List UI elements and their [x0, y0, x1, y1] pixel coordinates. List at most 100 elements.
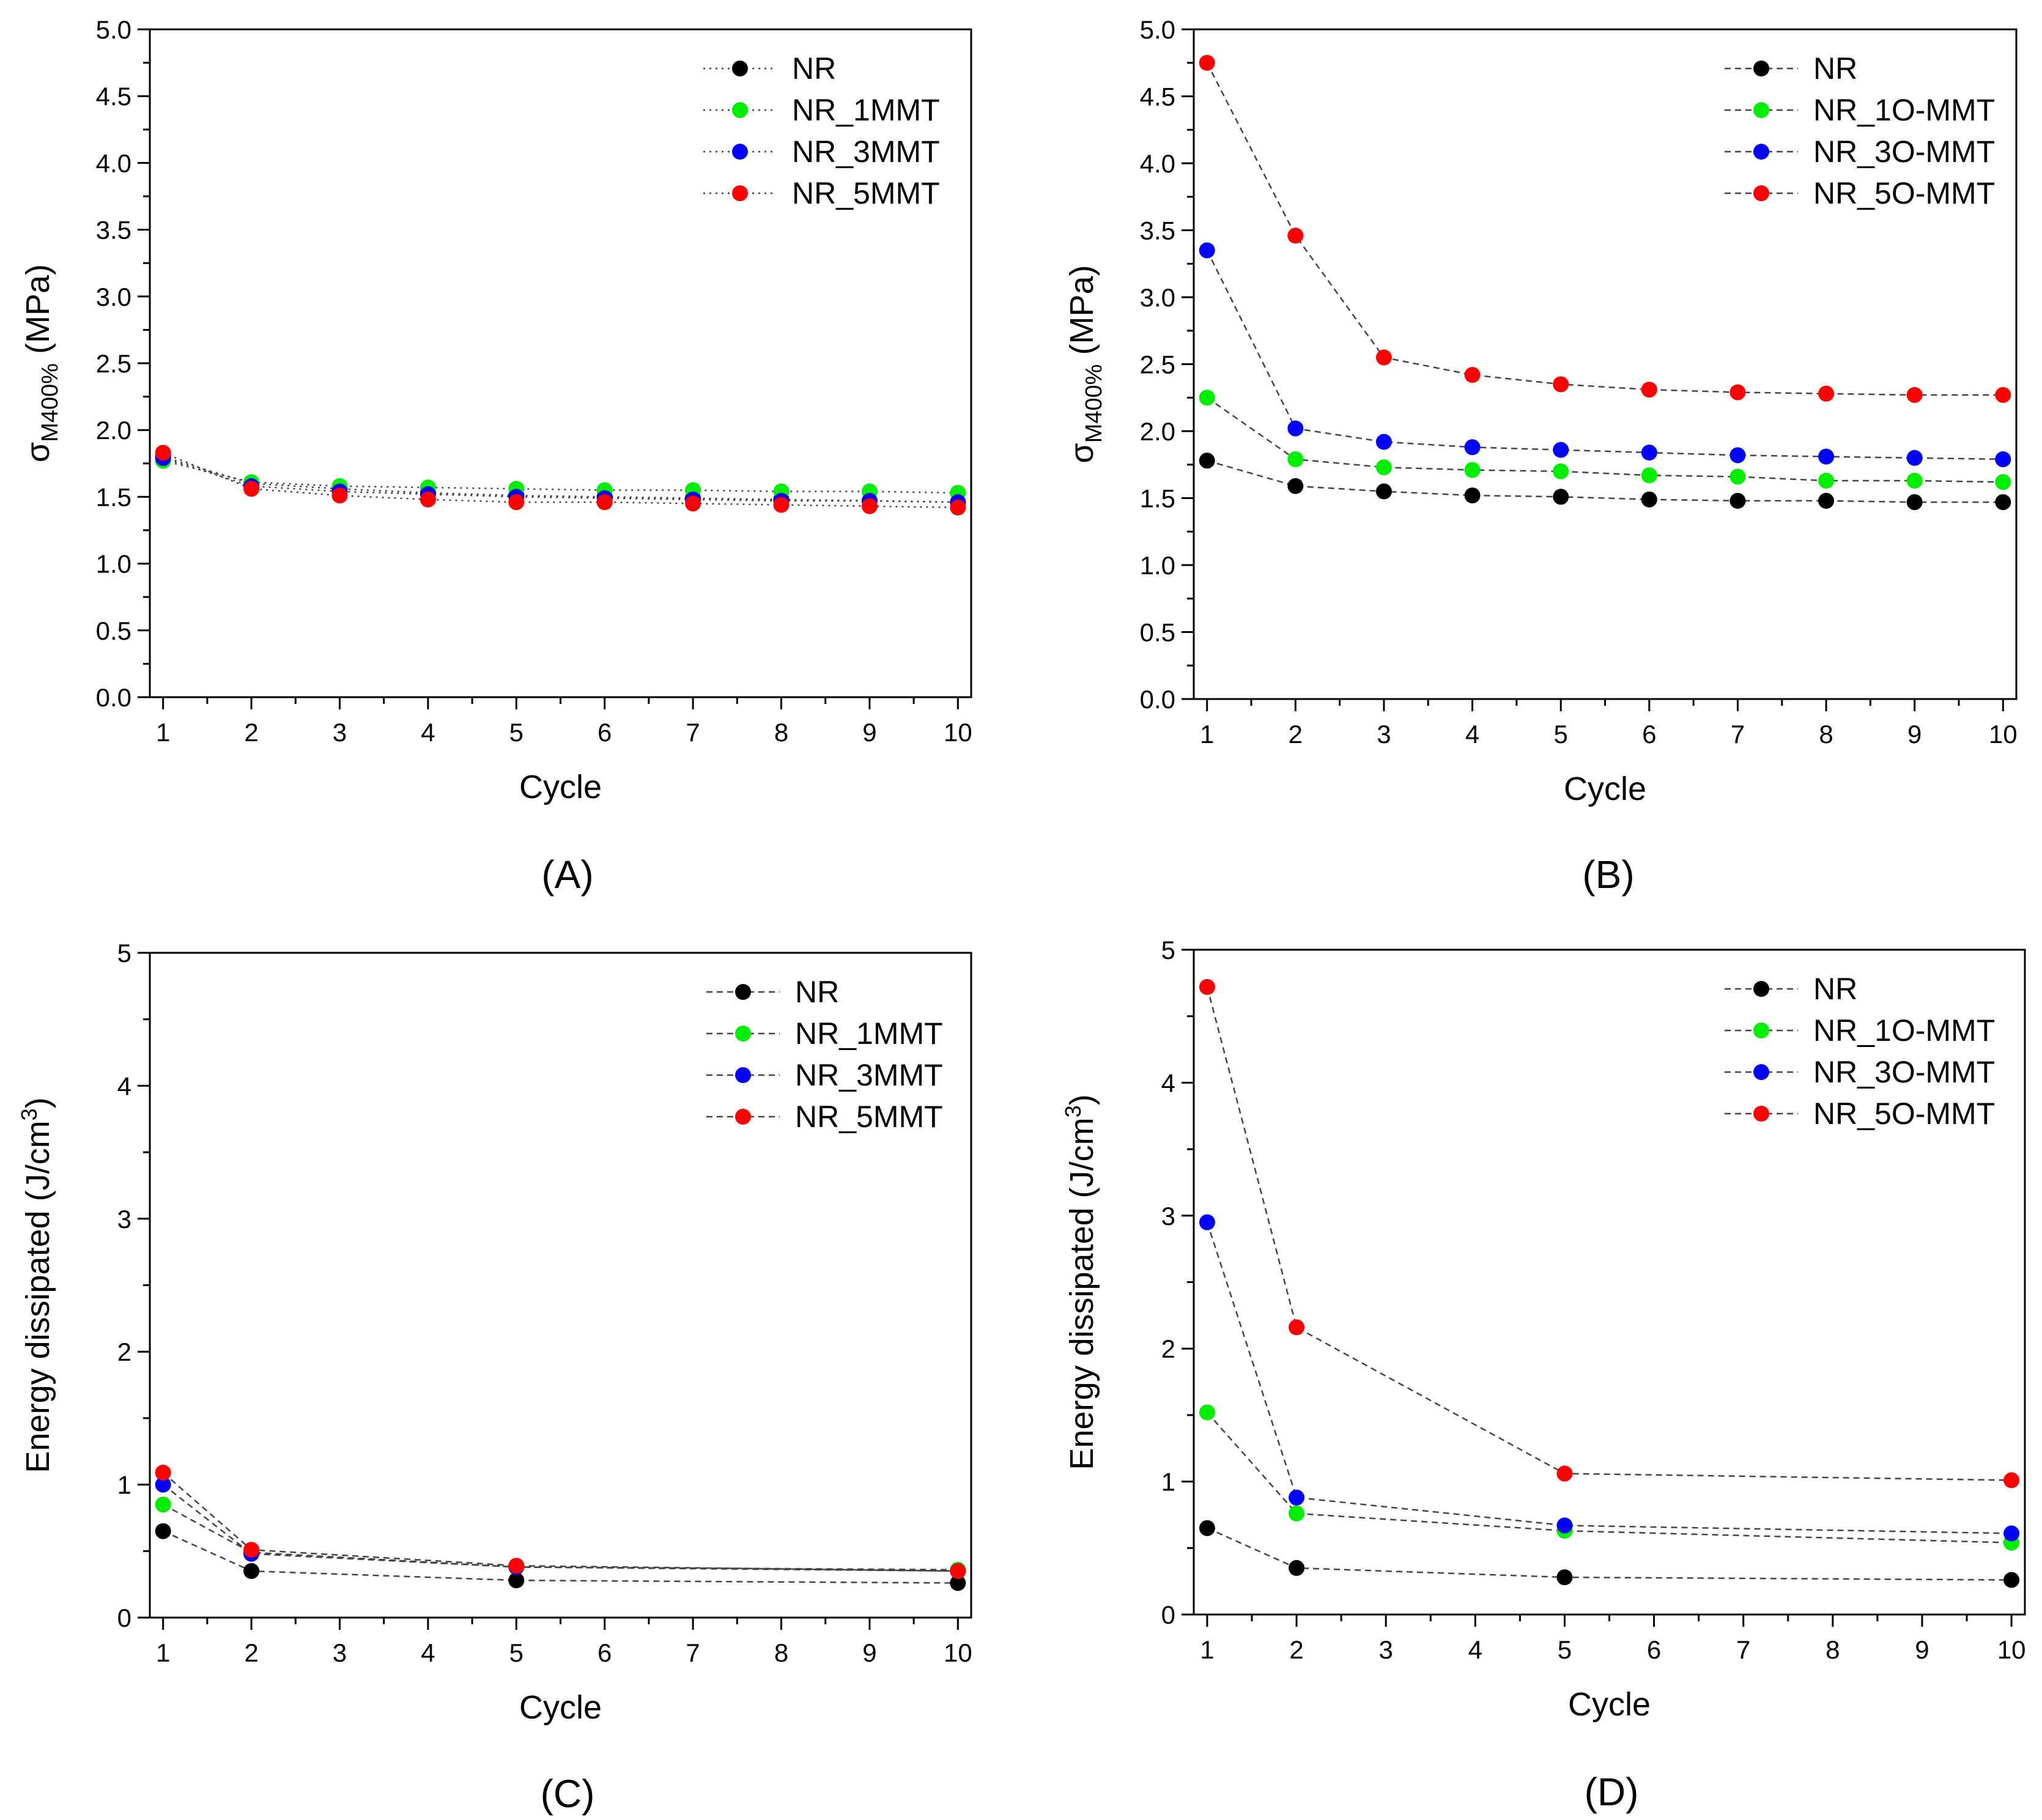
x-tick-label: 6	[1642, 720, 1656, 749]
data-point	[1199, 978, 1215, 995]
x-tick-label: 8	[774, 718, 788, 747]
x-tick-label: 10	[944, 1638, 972, 1667]
y-axis-title-subscript: M400%	[1081, 364, 1107, 443]
y-axis-title-superscript: 3	[17, 1108, 42, 1120]
legend-marker	[732, 61, 748, 76]
legend-label: NR_3O-MMT	[1813, 1055, 1995, 1089]
data-point	[243, 1563, 260, 1579]
y-tick-label: 4.5	[1140, 83, 1175, 111]
series-line	[163, 1504, 958, 1570]
data-point	[950, 1575, 966, 1591]
y-tick-label: 4.0	[1140, 149, 1175, 178]
data-point	[1818, 385, 1835, 402]
y-tick-label: 1.5	[1140, 484, 1175, 513]
data-point	[1906, 473, 1923, 489]
x-tick-label: 8	[774, 1638, 788, 1667]
y-tick-label: 3	[1161, 1202, 1175, 1230]
series-line	[1206, 397, 2003, 483]
series-line	[1206, 986, 2012, 1481]
series-line	[163, 1530, 958, 1584]
data-point	[685, 495, 701, 512]
data-point	[773, 497, 790, 513]
panel-label: (A)	[541, 853, 593, 897]
legend-label: NR_1O-MMT	[1813, 1013, 1995, 1048]
y-tick-label: 0.5	[96, 616, 131, 645]
series-line	[163, 452, 958, 509]
data-point	[1729, 447, 1746, 464]
chart-panel: 1 2 3 4 5 6 7 8 9 10 0.0 0.5 1.0 1.5 2.0 2.5 3.0 3.5 4.0 4.…	[1064, 15, 2018, 897]
plot-frame	[149, 952, 972, 1619]
x-tick-label: 1	[1200, 720, 1214, 749]
y-tick-label: 0	[117, 1604, 131, 1632]
data-point	[1199, 54, 1215, 71]
y-axis-title: Energy dissipated (J/cm3)	[17, 1097, 56, 1473]
data-point	[1906, 387, 1923, 403]
x-axis-title: Cycle	[1568, 1686, 1651, 1723]
x-tick-label: 5	[1558, 1635, 1572, 1664]
y-tick-label: 5.0	[1140, 15, 1175, 44]
plot-frame	[149, 28, 972, 698]
series-line	[1206, 1222, 2012, 1534]
legend-label: NR_1MMT	[792, 93, 940, 127]
data-point	[1818, 473, 1835, 489]
legend-marker	[735, 1026, 751, 1041]
y-tick-label: 5	[1161, 936, 1175, 964]
y-axis-title: Energy dissipated (J/cm3)	[1060, 1094, 1100, 1470]
data-point	[1289, 1489, 1305, 1506]
legend-marker	[1753, 1064, 1769, 1080]
x-tick-label: 9	[862, 718, 876, 747]
data-point	[155, 445, 171, 461]
data-point	[2003, 1472, 2020, 1489]
x-tick-label: 2	[244, 718, 258, 747]
legend-marker	[735, 984, 751, 1000]
data-point	[1375, 434, 1392, 450]
y-tick-label: 1.0	[96, 550, 131, 579]
data-point	[1287, 228, 1304, 244]
data-point	[2003, 1525, 2020, 1542]
x-tick-label: 3	[333, 1638, 347, 1667]
data-point	[1641, 382, 1657, 398]
series-line	[1206, 250, 2003, 461]
legend-marker	[1753, 61, 1769, 76]
x-tick-label: 7	[686, 718, 700, 747]
legend-marker	[732, 144, 748, 160]
y-tick-label: 3.0	[1140, 283, 1175, 312]
y-tick-label: 2.5	[1140, 350, 1175, 379]
x-tick-label: 10	[944, 718, 972, 747]
y-tick-label: 0.5	[1140, 618, 1175, 647]
data-point	[1729, 468, 1746, 485]
y-axis-title-main: σ	[1064, 443, 1100, 463]
y-axis-title-unit: (MPa)	[1064, 265, 1100, 364]
data-point	[155, 1476, 171, 1493]
data-point	[331, 487, 348, 504]
data-point	[243, 481, 260, 497]
y-tick-label: 1.0	[1140, 551, 1175, 580]
x-tick-label: 9	[1907, 720, 1922, 749]
x-tick-label: 1	[156, 1638, 170, 1667]
legend-marker	[735, 1067, 751, 1083]
data-point	[1995, 474, 2011, 490]
data-point	[1553, 376, 1569, 393]
y-tick-label: 2	[1161, 1334, 1175, 1363]
y-tick-label: 0	[1161, 1600, 1175, 1629]
x-tick-label: 1	[1200, 1635, 1214, 1664]
data-point	[508, 1572, 525, 1589]
series-line	[163, 460, 958, 494]
x-tick-label: 6	[1647, 1635, 1661, 1664]
legend-label: NR_5MMT	[795, 1100, 943, 1134]
data-point	[1641, 491, 1657, 508]
data-point	[1464, 439, 1481, 456]
data-point	[1464, 487, 1481, 504]
x-tick-label: 9	[862, 1638, 876, 1667]
y-tick-label: 2.0	[1140, 417, 1175, 446]
y-tick-label: 3	[117, 1205, 131, 1234]
x-tick-label: 7	[1731, 720, 1745, 749]
y-tick-label: 2.0	[96, 416, 131, 445]
data-point	[1995, 451, 2011, 467]
series-line	[1207, 1527, 2012, 1581]
data-point	[1199, 1404, 1215, 1421]
legend-marker	[1753, 1023, 1769, 1038]
data-point	[1729, 492, 1746, 509]
data-point	[1906, 494, 1923, 511]
